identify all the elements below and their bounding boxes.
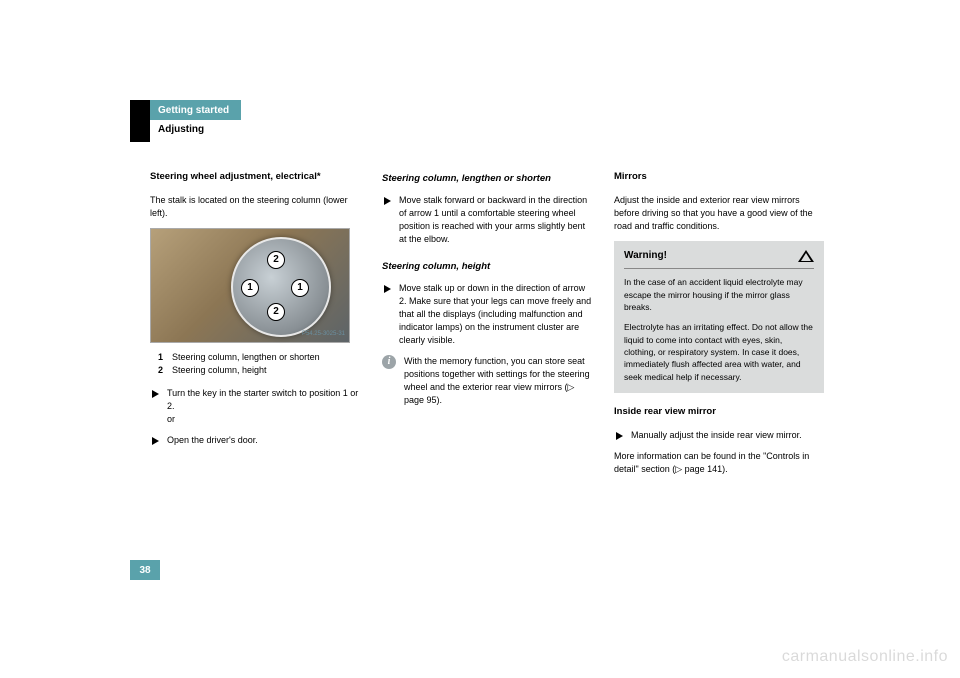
header-tab-bar: Getting started — [130, 100, 830, 120]
section-title: Adjusting — [150, 120, 204, 142]
chapter-tab: Getting started — [150, 100, 241, 120]
col3-p1: Adjust the inside and exterior rear view… — [614, 194, 824, 233]
watermark: carmanualsonline.info — [782, 648, 948, 666]
legend-text-2: Steering column, height — [172, 364, 267, 377]
col2-b2-text: Move stalk up or down in the direction o… — [399, 282, 592, 347]
warning-title: Warning! — [624, 249, 667, 264]
warning-triangle-icon — [798, 250, 814, 262]
steering-stalk-figure: 1 1 2 2 P54.25-3025-31 — [150, 228, 350, 343]
content-columns: Steering wheel adjustment, electrical* T… — [150, 170, 830, 484]
col2-bullet-2: Move stalk up or down in the direction o… — [384, 282, 592, 347]
legend-row-1: 1 Steering column, lengthen or shorten — [158, 351, 360, 364]
legend-row-2: 2 Steering column, height — [158, 364, 360, 377]
legend-num-2: 2 — [158, 364, 166, 377]
callout-1-left: 1 — [241, 279, 259, 297]
legend-text-1: Steering column, lengthen or shorten — [172, 351, 320, 364]
column-3: Mirrors Adjust the inside and exterior r… — [614, 170, 824, 484]
triangle-bullet-icon — [616, 432, 623, 440]
info-icon: i — [382, 355, 396, 369]
col2-bullet-1: Move stalk forward or backward in the di… — [384, 194, 592, 246]
triangle-bullet-icon — [152, 390, 159, 398]
col2-b1-text: Move stalk forward or backward in the di… — [399, 194, 592, 246]
col3-heading-1: Mirrors — [614, 170, 824, 184]
warning-header: Warning! — [624, 249, 814, 270]
manual-page: Getting started Adjusting Steering wheel… — [130, 100, 830, 484]
legend-num-1: 1 — [158, 351, 166, 364]
page-number: 38 — [130, 560, 160, 580]
triangle-bullet-icon — [384, 285, 391, 293]
warning-p2: Electrolyte has an irritating effect. Do… — [624, 321, 814, 383]
warning-p1: In the case of an accident liquid electr… — [624, 276, 814, 313]
column-1: Steering wheel adjustment, electrical* T… — [150, 170, 360, 484]
callout-1-right: 1 — [291, 279, 309, 297]
col3-p2: More information can be found in the "Co… — [614, 450, 824, 476]
triangle-bullet-icon — [384, 197, 391, 205]
col1-step1-text: Turn the key in the starter switch to po… — [167, 387, 360, 426]
col1-heading: Steering wheel adjustment, electrical* — [150, 170, 360, 184]
subheader-black-block — [130, 120, 150, 142]
col1-step2-text: Open the driver's door. — [167, 434, 258, 447]
figure-magnifier: 1 1 2 2 — [231, 237, 331, 337]
callout-2-bottom: 2 — [267, 303, 285, 321]
figure-legend: 1 Steering column, lengthen or shorten 2… — [150, 351, 360, 377]
column-2: Steering column, lengthen or shorten Mov… — [382, 170, 592, 484]
callout-2-top: 2 — [267, 251, 285, 269]
col3-bullet-1: Manually adjust the inside rear view mir… — [616, 429, 824, 442]
info-note: i With the memory function, you can stor… — [382, 355, 592, 407]
col1-step-1: Turn the key in the starter switch to po… — [152, 387, 360, 426]
col2-heading-2: Steering column, height — [382, 260, 592, 274]
col3-b1-text: Manually adjust the inside rear view mir… — [631, 429, 802, 442]
header-black-block — [130, 100, 150, 120]
col1-step-2: Open the driver's door. — [152, 434, 360, 447]
col2-heading-1: Steering column, lengthen or shorten — [382, 172, 592, 186]
figure-code: P54.25-3025-31 — [302, 330, 345, 339]
info-text: With the memory function, you can store … — [404, 355, 592, 407]
triangle-bullet-icon — [152, 437, 159, 445]
col1-intro: The stalk is located on the steering col… — [150, 194, 360, 220]
col3-heading-2: Inside rear view mirror — [614, 405, 824, 419]
subheader-bar: Adjusting — [130, 120, 830, 142]
warning-box: Warning! In the case of an accident liqu… — [614, 241, 824, 393]
